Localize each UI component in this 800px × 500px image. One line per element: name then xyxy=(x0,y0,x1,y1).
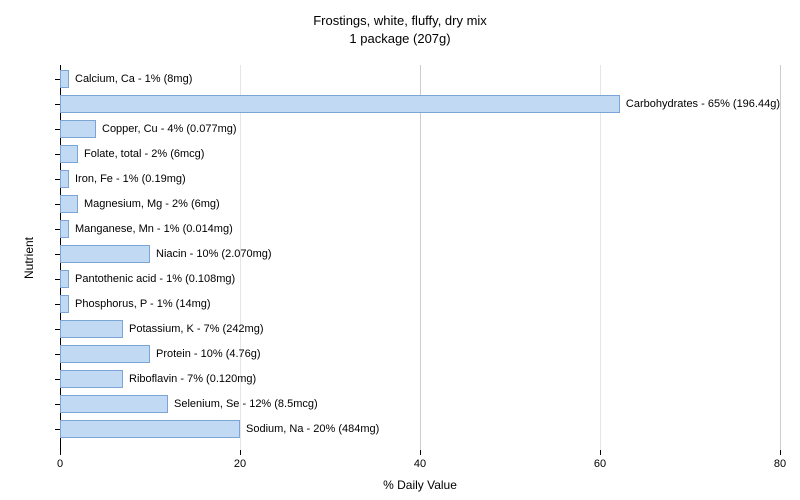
bar-group: Copper, Cu - 4% (0.077mg) xyxy=(60,120,780,138)
bar-group: Iron, Fe - 1% (0.19mg) xyxy=(60,170,780,188)
nutrient-bar xyxy=(60,245,150,263)
title-line-2: 1 package (207g) xyxy=(349,31,450,46)
y-tick xyxy=(55,254,60,255)
bar-label: Protein - 10% (4.76g) xyxy=(156,348,261,360)
bar-group: Sodium, Na - 20% (484mg) xyxy=(60,420,780,438)
y-tick xyxy=(55,354,60,355)
y-tick xyxy=(55,229,60,230)
nutrient-bar xyxy=(60,295,69,313)
nutrient-bar xyxy=(60,345,150,363)
bar-label: Selenium, Se - 12% (8.5mcg) xyxy=(174,398,318,410)
bar-group: Selenium, Se - 12% (8.5mcg) xyxy=(60,395,780,413)
bar-group: Manganese, Mn - 1% (0.014mg) xyxy=(60,220,780,238)
nutrient-bar xyxy=(60,170,69,188)
bar-label: Sodium, Na - 20% (484mg) xyxy=(246,423,379,435)
bar-label: Copper, Cu - 4% (0.077mg) xyxy=(102,123,237,135)
bar-group: Phosphorus, P - 1% (14mg) xyxy=(60,295,780,313)
chart-title: Frostings, white, fluffy, dry mix 1 pack… xyxy=(0,0,800,48)
y-tick xyxy=(55,204,60,205)
grid-line xyxy=(780,65,781,450)
title-line-1: Frostings, white, fluffy, dry mix xyxy=(313,13,487,28)
x-tick-label: 60 xyxy=(594,458,606,470)
bar-label: Pantothenic acid - 1% (0.108mg) xyxy=(75,273,235,285)
bar-label: Phosphorus, P - 1% (14mg) xyxy=(75,298,211,310)
nutrient-bar xyxy=(60,395,168,413)
bar-group: Protein - 10% (4.76g) xyxy=(60,345,780,363)
bar-group: Niacin - 10% (2.070mg) xyxy=(60,245,780,263)
bar-group: Calcium, Ca - 1% (8mg) xyxy=(60,70,780,88)
bar-label: Niacin - 10% (2.070mg) xyxy=(156,248,272,260)
bar-label: Manganese, Mn - 1% (0.014mg) xyxy=(75,223,233,235)
bar-group: Magnesium, Mg - 2% (6mg) xyxy=(60,195,780,213)
x-tick xyxy=(780,450,781,455)
y-tick xyxy=(55,279,60,280)
nutrient-bar xyxy=(60,70,69,88)
nutrient-chart: Frostings, white, fluffy, dry mix 1 pack… xyxy=(0,0,800,500)
nutrient-bar xyxy=(60,145,78,163)
y-tick xyxy=(55,129,60,130)
bar-label: Carbohydrates - 65% (196.44g) xyxy=(626,98,780,110)
x-tick xyxy=(420,450,421,455)
nutrient-bar xyxy=(60,120,96,138)
bar-label: Riboflavin - 7% (0.120mg) xyxy=(129,373,256,385)
y-tick xyxy=(55,404,60,405)
y-tick xyxy=(55,179,60,180)
y-tick xyxy=(55,429,60,430)
y-tick xyxy=(55,104,60,105)
bar-group: Carbohydrates - 65% (196.44g) xyxy=(60,95,780,113)
nutrient-bar xyxy=(60,220,69,238)
y-axis-label: Nutrient xyxy=(22,236,36,278)
bar-label: Iron, Fe - 1% (0.19mg) xyxy=(75,173,186,185)
nutrient-bar xyxy=(60,320,123,338)
nutrient-bar xyxy=(60,195,78,213)
nutrient-bar xyxy=(60,370,123,388)
x-tick xyxy=(240,450,241,455)
y-tick xyxy=(55,304,60,305)
bar-group: Potassium, K - 7% (242mg) xyxy=(60,320,780,338)
plot-area: Calcium, Ca - 1% (8mg) Carbohydrates - 65… xyxy=(60,65,780,450)
x-tick-label: 80 xyxy=(774,458,786,470)
x-tick-label: 20 xyxy=(234,458,246,470)
bar-group: Riboflavin - 7% (0.120mg) xyxy=(60,370,780,388)
y-tick xyxy=(55,329,60,330)
bar-label: Folate, total - 2% (6mcg) xyxy=(84,148,204,160)
y-tick xyxy=(55,79,60,80)
x-tick xyxy=(60,450,61,455)
bar-group: Pantothenic acid - 1% (0.108mg) xyxy=(60,270,780,288)
y-tick xyxy=(55,154,60,155)
bar-group: Folate, total - 2% (6mcg) xyxy=(60,145,780,163)
bar-label: Potassium, K - 7% (242mg) xyxy=(129,323,264,335)
x-tick-label: 40 xyxy=(414,458,426,470)
x-tick-label: 0 xyxy=(57,458,63,470)
y-tick xyxy=(55,379,60,380)
x-axis-label: % Daily Value xyxy=(383,478,457,492)
bar-label: Magnesium, Mg - 2% (6mg) xyxy=(84,198,220,210)
nutrient-bar xyxy=(60,95,620,113)
nutrient-bar xyxy=(60,270,69,288)
nutrient-bar xyxy=(60,420,240,438)
bar-label: Calcium, Ca - 1% (8mg) xyxy=(75,73,192,85)
x-tick xyxy=(600,450,601,455)
